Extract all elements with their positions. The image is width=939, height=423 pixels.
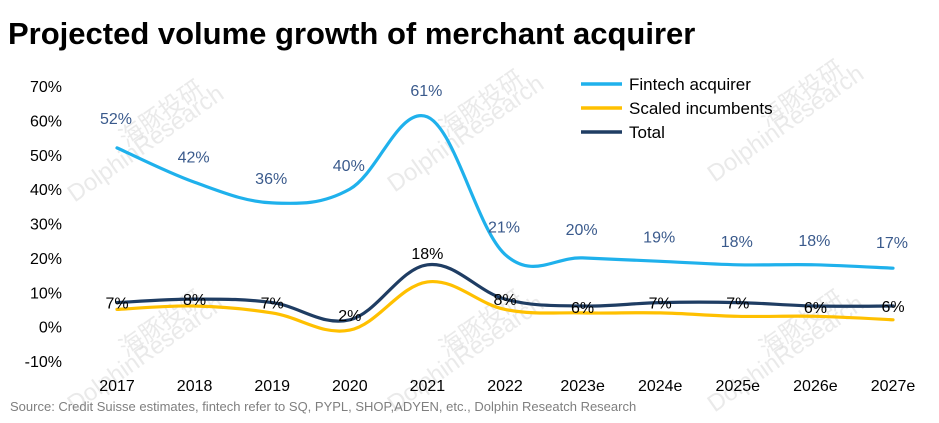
source-note: Source: Credit Suisse estimates, fintech… <box>10 399 636 414</box>
x-tick-label: 2023e <box>560 378 605 395</box>
total-data-label: 8% <box>493 292 516 309</box>
total-data-label: 6% <box>571 300 594 317</box>
fintech-data-label: 40% <box>333 158 365 175</box>
y-tick-label: 10% <box>30 285 62 302</box>
legend-fintech-acquirer-label: Fintech acquirer <box>629 75 751 94</box>
fintech-data-label: 52% <box>100 111 132 128</box>
total-data-label: 6% <box>881 299 904 316</box>
y-tick-label: 50% <box>30 148 62 165</box>
total-data-label: 6% <box>804 300 827 317</box>
fintech-data-label: 61% <box>410 83 442 100</box>
total-data-label: 7% <box>105 296 128 313</box>
x-tick-label: 2025e <box>716 378 761 395</box>
fintech-data-label: 18% <box>798 233 830 250</box>
total-data-label: 18% <box>411 246 443 263</box>
x-tick-label: 2027e <box>871 378 916 395</box>
total-data-label: 2% <box>338 308 361 325</box>
legend: Fintech acquirer Scaled incumbents Total <box>581 75 773 142</box>
x-tick-label: 2026e <box>793 378 838 395</box>
x-tick-label: 2024e <box>638 378 683 395</box>
x-axis: 2017 2018 2019 2020 2021 2022 2023e 2024e 2025e 2… <box>99 378 915 395</box>
total-data-label: 8% <box>183 292 206 309</box>
fintech-acquirer-line <box>115 113 895 270</box>
x-tick-label: 2022 <box>487 378 523 395</box>
x-tick-label: 2017 <box>99 378 135 395</box>
fintech-data-label: 20% <box>566 222 598 239</box>
fintech-data-label: 21% <box>488 219 520 236</box>
total-data-label: 7% <box>726 296 749 313</box>
y-tick-label: 60% <box>30 113 62 130</box>
fintech-data-label: 17% <box>876 235 908 252</box>
scaled-incumbents-line <box>115 280 895 333</box>
total-data-label: 7% <box>261 296 284 313</box>
y-tick-label: 20% <box>30 251 62 268</box>
y-axis: 70% 60% 50% 40% 30% 20% 10% 0% -10% <box>25 79 62 371</box>
total-line <box>115 263 895 323</box>
total-data-label: 7% <box>649 296 672 313</box>
y-tick-label: 30% <box>30 217 62 234</box>
fintech-data-label: 18% <box>721 234 753 251</box>
legend-total-label: Total <box>629 123 665 142</box>
series-lines <box>115 113 895 333</box>
x-tick-label: 2018 <box>177 378 213 395</box>
fintech-data-label: 42% <box>178 149 210 166</box>
x-tick-label: 2019 <box>254 378 290 395</box>
chart-title: Projected volume growth of merchant acqu… <box>8 16 695 51</box>
x-tick-label: 2020 <box>332 378 368 395</box>
y-tick-label: -10% <box>25 354 62 371</box>
data-labels: 52% 42% 36% 40% 61% 21% 20% 19% 18% 18% 17% 7% 8% 7% 2… <box>100 83 908 325</box>
legend-scaled-incumbents-label: Scaled incumbents <box>629 99 773 118</box>
y-tick-label: 40% <box>30 182 62 199</box>
x-tick-label: 2021 <box>410 378 446 395</box>
y-tick-label: 70% <box>30 79 62 96</box>
y-tick-label: 0% <box>39 320 62 337</box>
fintech-data-label: 36% <box>255 171 287 188</box>
fintech-data-label: 19% <box>643 229 675 246</box>
